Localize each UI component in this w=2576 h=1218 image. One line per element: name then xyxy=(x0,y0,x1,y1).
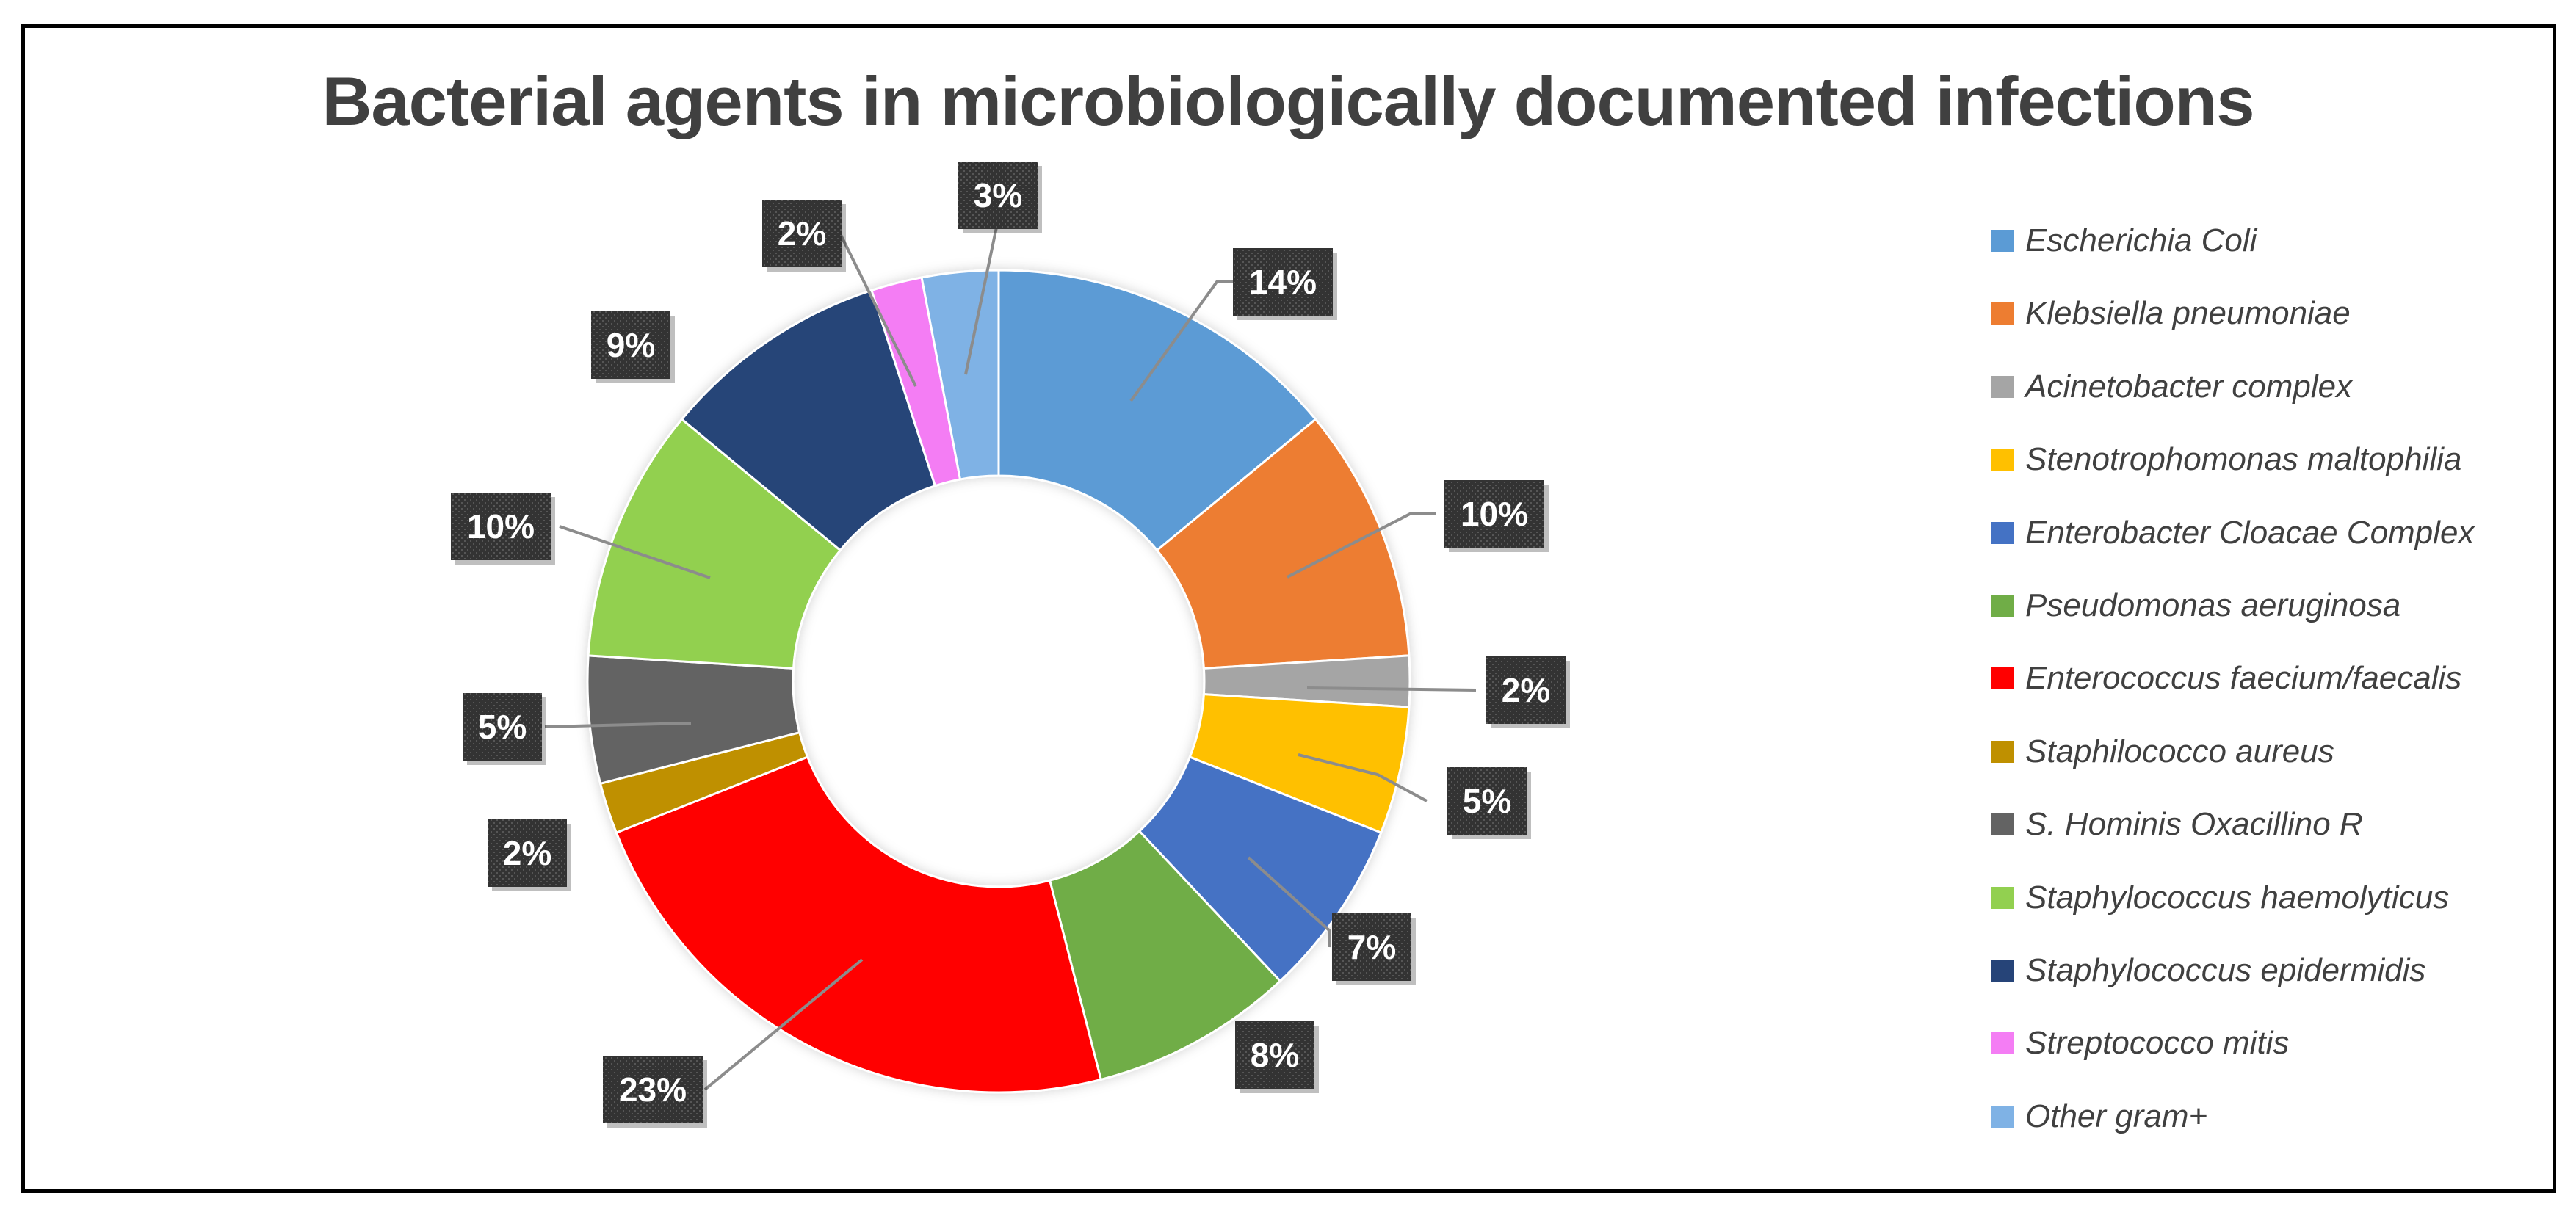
legend-item: Staphylococcus haemolyticus xyxy=(1991,876,2449,920)
data-label-text: 10% xyxy=(1461,495,1528,533)
legend-label: Staphylococcus epidermidis xyxy=(2025,952,2426,988)
data-label: 2% xyxy=(488,819,571,891)
leader-line xyxy=(559,525,711,579)
slice-staphylococcus-epidermidis xyxy=(680,289,937,552)
legend-label: Streptococco mitis xyxy=(2025,1025,2290,1062)
data-label: 10% xyxy=(1444,480,1549,552)
data-label: 10% xyxy=(451,493,555,565)
legend-label: Other gram+ xyxy=(2025,1098,2208,1134)
legend-label: Pseudomonas aeruginosa xyxy=(2025,587,2401,623)
legend-swatch xyxy=(1991,449,2014,471)
data-label: 9% xyxy=(591,311,675,383)
data-label-text: 2% xyxy=(503,834,551,872)
legend-label: Enterococcus faecium/faecalis xyxy=(2025,660,2462,697)
legend-item: Enterococcus faecium/faecalis xyxy=(1991,656,2461,700)
legend-swatch xyxy=(1991,813,2014,836)
legend-swatch xyxy=(1991,375,2014,398)
leader-line xyxy=(1247,856,1332,948)
data-label: 3% xyxy=(958,162,1042,233)
legend-swatch xyxy=(1991,886,2014,909)
legend-swatch xyxy=(1991,302,2014,325)
legend-label: Klebsiella pneumoniae xyxy=(2025,295,2351,332)
data-label-text: 5% xyxy=(1463,782,1511,820)
data-label: 23% xyxy=(603,1056,707,1128)
leader-line xyxy=(1287,512,1436,579)
data-label-text: 5% xyxy=(478,708,527,746)
legend-swatch xyxy=(1991,1032,2014,1055)
legend-swatch xyxy=(1991,667,2014,690)
legend-item: Escherichia Coli xyxy=(1991,219,2257,263)
data-label: 7% xyxy=(1332,913,1416,985)
data-label-text: 2% xyxy=(778,214,826,253)
leader-line xyxy=(544,722,692,728)
data-label: 2% xyxy=(762,200,846,272)
legend-item: Enterobacter Cloacae Complex xyxy=(1991,511,2474,555)
slice-other-gram- xyxy=(920,269,1000,481)
leader-line xyxy=(1306,686,1477,692)
data-label-text: 8% xyxy=(1251,1036,1299,1074)
legend-label: Enterobacter Cloacae Complex xyxy=(2025,514,2475,551)
legend-label: Escherichia Coli xyxy=(2025,222,2257,258)
legend-item: Pseudomonas aeruginosa xyxy=(1991,584,2400,628)
legend-item: Staphylococcus epidermidis xyxy=(1991,949,2425,993)
legend-label: Acinetobacter complex xyxy=(2025,368,2353,405)
data-label-text: 14% xyxy=(1249,263,1317,301)
data-label-text: 10% xyxy=(467,507,535,545)
data-label: 5% xyxy=(463,693,546,765)
leader-line xyxy=(703,958,864,1091)
chart-title: Bacterial agents in microbiologically do… xyxy=(322,62,2254,139)
legend-item: Streptococco mitis xyxy=(1991,1021,2289,1065)
leader-line xyxy=(839,233,917,387)
data-label: 14% xyxy=(1233,248,1337,320)
legend-label: Stenotrophomonas maltophilia xyxy=(2025,441,2462,478)
legend-item: Staphilococco aureus xyxy=(1991,730,2334,774)
slice-staphylococcus-haemolyticus xyxy=(587,417,842,670)
data-label-text: 7% xyxy=(1347,928,1396,966)
legend-item: Klebsiella pneumoniae xyxy=(1991,291,2351,336)
data-label: 8% xyxy=(1235,1021,1319,1093)
data-label-text: 2% xyxy=(1502,671,1550,709)
legend-swatch xyxy=(1991,1105,2014,1128)
leader-line xyxy=(964,220,999,375)
legend-label: Staphylococcus haemolyticus xyxy=(2025,879,2450,916)
data-label-text: 3% xyxy=(974,176,1022,214)
data-label: 5% xyxy=(1447,767,1531,839)
legend-swatch xyxy=(1991,595,2014,617)
legend-item: S. Hominis Oxacillino R xyxy=(1991,802,2363,847)
legend-label: S. Hominis Oxacillino R xyxy=(2025,806,2363,843)
legend-item: Stenotrophomonas maltophilia xyxy=(1991,438,2461,482)
data-label-text: 9% xyxy=(607,326,655,364)
legend-item: Acinetobacter complex xyxy=(1991,365,2352,409)
legend-item: Other gram+ xyxy=(1991,1095,2207,1139)
legend-swatch xyxy=(1991,740,2014,763)
legend-label: Staphilococco aureus xyxy=(2025,733,2334,769)
leader-line xyxy=(1298,753,1428,802)
data-label: 2% xyxy=(1486,656,1570,728)
legend-swatch xyxy=(1991,960,2014,982)
slice-klebsiella-pneumoniae xyxy=(1155,417,1411,670)
legend-swatch xyxy=(1991,230,2014,252)
data-label-text: 23% xyxy=(619,1070,687,1109)
slice-enterococcus-faecium-faecalis xyxy=(615,755,1103,1094)
legend-swatch xyxy=(1991,521,2014,544)
slice-escherichia-coli xyxy=(997,269,1317,552)
